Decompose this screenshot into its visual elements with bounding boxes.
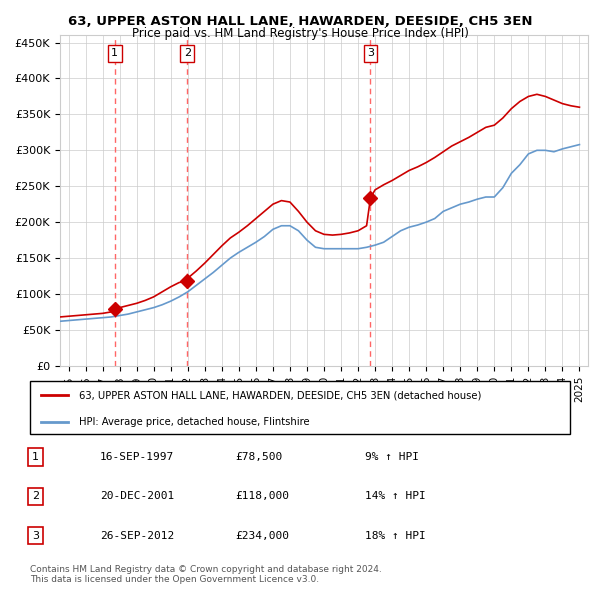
Text: 3: 3 xyxy=(367,48,374,58)
Text: 2: 2 xyxy=(184,48,191,58)
Text: 14% ↑ HPI: 14% ↑ HPI xyxy=(365,491,425,502)
Text: Price paid vs. HM Land Registry's House Price Index (HPI): Price paid vs. HM Land Registry's House … xyxy=(131,27,469,40)
FancyBboxPatch shape xyxy=(30,381,570,434)
Text: 20-DEC-2001: 20-DEC-2001 xyxy=(100,491,175,502)
Text: 63, UPPER ASTON HALL LANE, HAWARDEN, DEESIDE, CH5 3EN: 63, UPPER ASTON HALL LANE, HAWARDEN, DEE… xyxy=(68,15,532,28)
Text: 2: 2 xyxy=(32,491,39,502)
Text: 1: 1 xyxy=(32,453,39,463)
Text: 3: 3 xyxy=(32,530,39,540)
Text: HPI: Average price, detached house, Flintshire: HPI: Average price, detached house, Flin… xyxy=(79,417,309,427)
Text: £78,500: £78,500 xyxy=(235,453,283,463)
Text: £234,000: £234,000 xyxy=(235,530,289,540)
Text: 18% ↑ HPI: 18% ↑ HPI xyxy=(365,530,425,540)
Text: Contains HM Land Registry data © Crown copyright and database right 2024.
This d: Contains HM Land Registry data © Crown c… xyxy=(30,565,382,584)
Text: 1: 1 xyxy=(111,48,118,58)
Text: £118,000: £118,000 xyxy=(235,491,289,502)
Text: 63, UPPER ASTON HALL LANE, HAWARDEN, DEESIDE, CH5 3EN (detached house): 63, UPPER ASTON HALL LANE, HAWARDEN, DEE… xyxy=(79,391,481,401)
Text: 16-SEP-1997: 16-SEP-1997 xyxy=(100,453,175,463)
Text: 26-SEP-2012: 26-SEP-2012 xyxy=(100,530,175,540)
Text: 9% ↑ HPI: 9% ↑ HPI xyxy=(365,453,419,463)
